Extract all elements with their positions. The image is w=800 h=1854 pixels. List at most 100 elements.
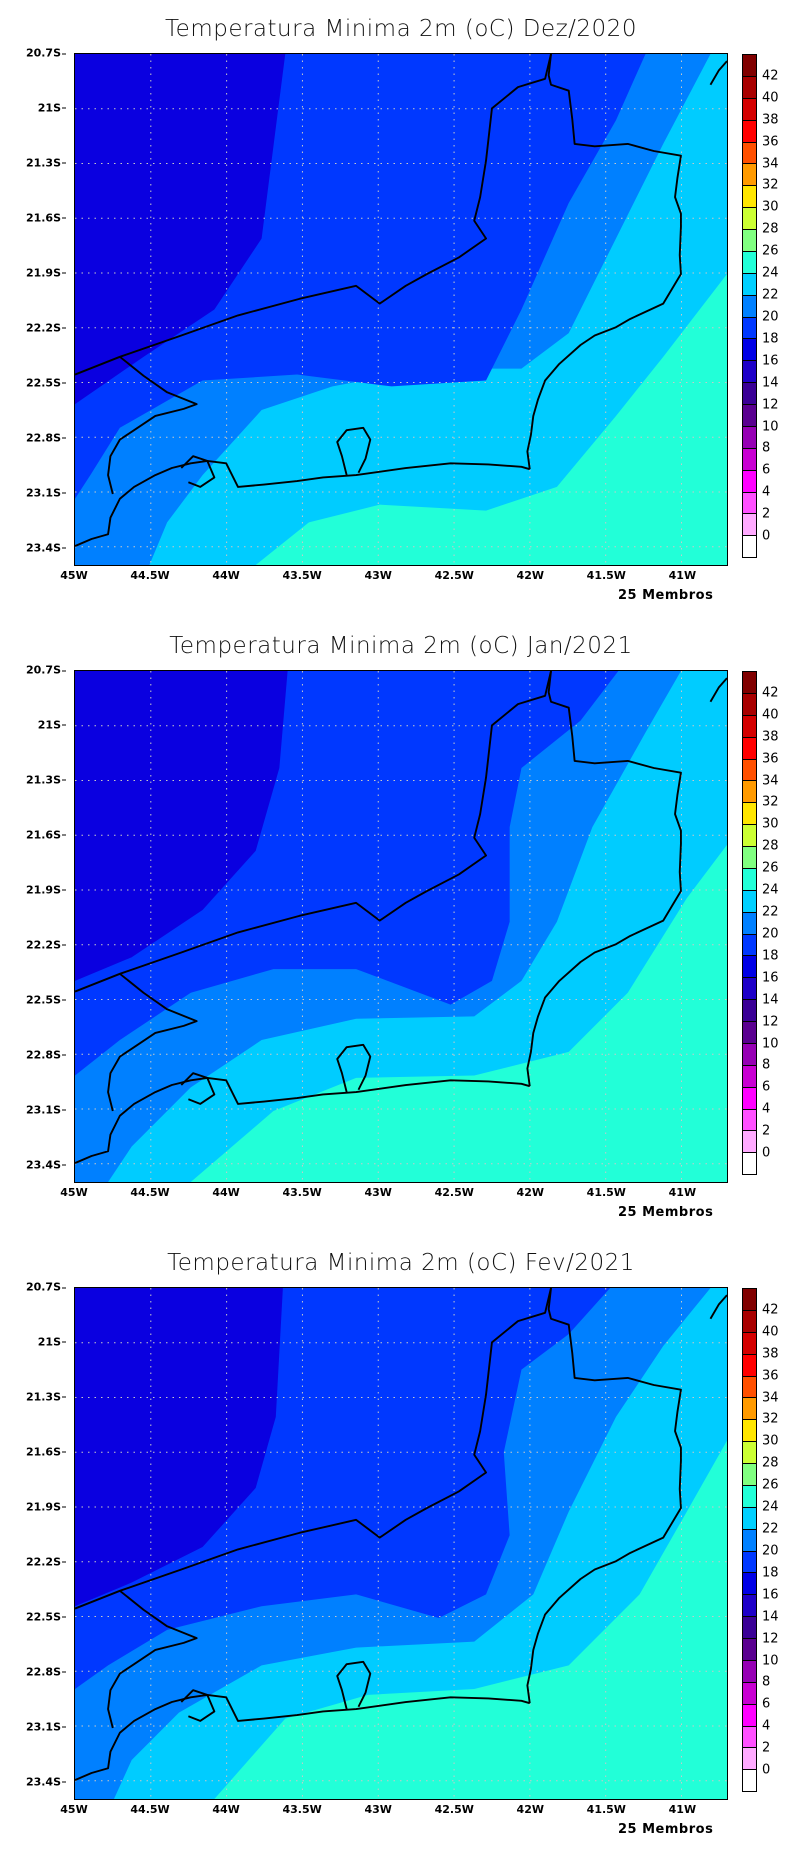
lat-tick-label: 21.9S [26,883,66,896]
colorbar-swatch [743,164,756,187]
band-16-18 [75,671,288,981]
colorbar-swatch [743,1748,756,1771]
lat-tick-label: 21.6S [26,828,66,841]
colorbar-label: 10 [762,419,779,435]
gridlines [75,671,727,1182]
lat-tick-label: 22.5S [26,1610,66,1623]
gridlines [75,1288,727,1799]
colorbar-label: 30 [762,199,779,215]
colorbar-swatch [743,514,756,537]
lon-tick-label: 44.5W [130,1803,170,1816]
colorbar-label: 38 [762,729,779,745]
colorbar-label: 4 [762,1101,771,1117]
colorbar-swatch [743,1153,756,1175]
colorbar-label: 18 [762,1565,779,1581]
colorbar-label: 0 [762,528,771,544]
colorbar-swatch [743,956,756,979]
colorbar-label: 14 [762,1609,779,1625]
colorbar-swatch [743,470,756,493]
temperature-contour-map [75,671,727,1182]
colorbar-swatch [743,1529,756,1552]
colorbar-label: 12 [762,397,779,413]
colorbar-swatch [743,1704,756,1727]
colorbar-swatch [743,1131,756,1154]
colorbar [742,671,757,1175]
lat-tick-label: 23.4S [26,1158,66,1171]
lon-tick-label: 42W [516,1803,544,1816]
lon-tick-label: 45W [60,569,88,582]
lon-tick-label: 41W [668,569,697,582]
colorbar-label: 22 [762,287,779,303]
colorbar-label: 28 [762,221,779,237]
lat-tick-label: 21.6S [26,1445,66,1458]
colorbar-swatch [743,825,756,847]
colorbar-label: 6 [762,1696,771,1712]
colorbar-label: 2 [762,1123,771,1139]
panel-title: Temperatura Minima 2m (oC) Dez/2020 [165,16,637,42]
colorbar-label: 24 [762,1499,779,1515]
colorbar-swatch [743,405,756,427]
lon-tick-label: 44W [212,569,240,582]
colorbar-label: 20 [762,1543,779,1559]
lon-tick-label: 41.5W [586,569,626,582]
colorbar-label: 22 [762,1521,779,1537]
lon-tick-label: 43.5W [282,569,322,582]
lat-tick-label: 20.7S [26,664,66,677]
colorbar-swatch [743,1289,756,1311]
lon-tick-label: 42.5W [434,1186,474,1199]
colorbar-label: 40 [762,90,779,106]
panel-title: Temperatura Minima 2m (oC) Fev/2021 [167,1250,635,1276]
band-16-18 [75,1288,283,1607]
colorbar-swatch [743,1660,756,1683]
temperature-contour-map [75,1288,727,1799]
lon-tick-label: 43.5W [282,1803,322,1816]
colorbar-swatch [743,890,756,913]
lon-tick-label: 43W [364,1186,392,1199]
lon-tick-label: 41.5W [586,1186,626,1199]
colorbar-swatch [743,1310,756,1333]
colorbar-swatch [743,759,756,782]
map-plot [74,1287,728,1800]
map-panel-dez-2020: Temperatura Minima 2m (oC) Dez/2020 20.7… [0,0,800,617]
colorbar [742,54,757,558]
colorbar-label: 20 [762,309,779,325]
lon-tick-label: 43W [364,569,392,582]
colorbar-swatch [743,693,756,716]
lon-tick-label: 45W [60,1803,88,1816]
lon-tick-label: 41W [668,1803,697,1816]
colorbar-swatch [743,912,756,935]
colorbar-swatch [743,1065,756,1088]
colorbar-swatch [743,1398,756,1421]
lat-tick-label: 21.3S [26,156,66,169]
map-plot [74,53,728,566]
colorbar-swatch [743,98,756,121]
lat-tick-label: 21.9S [26,1500,66,1513]
colorbar [742,1288,757,1792]
colorbar-label: 12 [762,1014,779,1030]
colorbar-label: 42 [762,68,779,84]
colorbar-swatch [743,1639,756,1661]
colorbar-swatch [743,1682,756,1705]
colorbar-swatch [743,1000,756,1022]
colorbar-swatch [743,317,756,340]
lat-tick-label: 23.1S [26,1720,66,1733]
colorbar-swatch [743,1595,756,1618]
colorbar-label: 8 [762,1674,771,1690]
lon-tick-label: 41W [668,1186,697,1199]
members-note: 25 Membros [618,1822,714,1837]
colorbar-swatch [743,1726,756,1749]
colorbar-label: 4 [762,1718,771,1734]
colorbar-label: 34 [762,156,779,172]
colorbar-label: 34 [762,773,779,789]
lon-tick-label: 42W [516,1186,544,1199]
colorbar-label: 40 [762,707,779,723]
colorbar-label: 26 [762,243,779,259]
colorbar-label: 28 [762,1455,779,1471]
colorbar-label: 30 [762,816,779,832]
gridlines [75,54,727,565]
colorbar-swatch [743,1043,756,1066]
colorbar-label: 14 [762,992,779,1008]
colorbar-swatch [743,1617,756,1639]
lon-tick-label: 42.5W [434,569,474,582]
colorbar-swatch [743,1087,756,1110]
